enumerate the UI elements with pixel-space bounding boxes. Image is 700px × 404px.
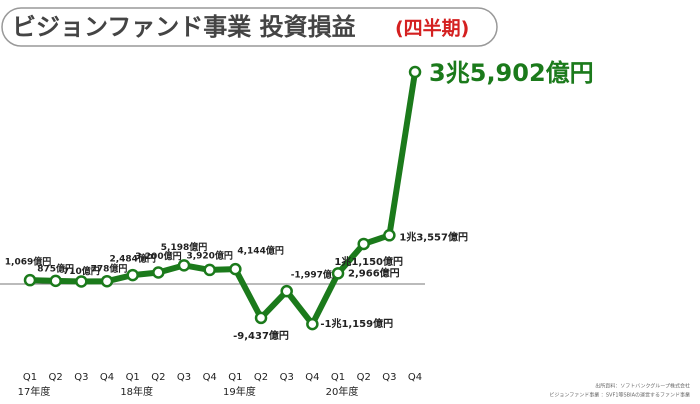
data-label: 2,966億円 xyxy=(348,266,400,279)
data-point xyxy=(254,311,268,325)
data-label: 5,198億円 xyxy=(161,241,207,253)
data-label: 875億円 xyxy=(37,262,74,274)
x-tick-label: Q3 xyxy=(280,372,294,383)
x-tick-label: Q1 xyxy=(228,372,242,383)
data-label: -1,997億円 xyxy=(291,269,341,281)
x-tick-label: Q3 xyxy=(382,372,396,383)
data-label: 1兆3,557億円 xyxy=(399,230,468,243)
x-tick-label: Q3 xyxy=(177,372,191,383)
data-point xyxy=(280,284,293,298)
data-label: 2,484億円 xyxy=(109,253,155,265)
data-label: -9,437億円 xyxy=(233,329,289,342)
chart-title: ビジョンファンド事業 投資損益 xyxy=(12,13,356,41)
data-point xyxy=(229,262,242,276)
chart-subtitle: (四半期) xyxy=(395,17,469,40)
x-tick-label: Q4 xyxy=(100,372,114,383)
data-label: 3,200億円 xyxy=(135,250,181,262)
data-point xyxy=(100,274,114,288)
x-group-label: 19年度 xyxy=(223,385,256,398)
x-tick-label: Q1 xyxy=(126,372,140,383)
note: 出所資料：ソフトバンクグループ株式会社 xyxy=(595,383,690,390)
data-label: 778億円 xyxy=(91,263,128,275)
x-group-label: 20年度 xyxy=(326,385,359,398)
x-tick-label: Q2 xyxy=(357,372,371,383)
data-point xyxy=(331,267,345,280)
data-point xyxy=(177,259,191,272)
data-label: 4,144億円 xyxy=(237,245,283,257)
data-point xyxy=(152,266,165,279)
x-tick-label: Q3 xyxy=(74,372,88,383)
x-tick-label: Q1 xyxy=(23,372,37,383)
data-label: 1兆1,150億円 xyxy=(334,255,403,268)
data-point xyxy=(408,65,422,79)
x-tick-label: Q2 xyxy=(151,372,165,383)
note: ビジョンファンド事業 ：SVF1等SBIAの運営するファンド事業 xyxy=(549,392,690,399)
data-point xyxy=(126,268,139,282)
data-line xyxy=(29,71,419,328)
data-label: 3兆5,902億円 xyxy=(429,59,594,87)
title-box xyxy=(1,7,498,47)
data-label: 3,920億円 xyxy=(186,249,232,261)
data-point xyxy=(203,263,216,277)
data-point xyxy=(383,229,396,242)
x-group-label: 17年度 xyxy=(18,385,51,398)
x-tick-label: Q4 xyxy=(408,372,422,383)
data-point xyxy=(306,317,319,331)
data-label: -1兆1,159億円 xyxy=(320,317,393,330)
data-point xyxy=(75,275,88,288)
data-label: 1,069億円 xyxy=(5,256,51,268)
x-tick-label: Q1 xyxy=(331,372,345,383)
data-point xyxy=(23,273,37,287)
x-tick-label: Q4 xyxy=(305,372,319,383)
x-tick-label: Q2 xyxy=(49,372,63,383)
data-point xyxy=(49,274,62,288)
x-group-label: 18年度 xyxy=(120,385,153,398)
x-tick-label: Q4 xyxy=(203,372,217,383)
x-tick-label: Q2 xyxy=(254,372,268,383)
data-point xyxy=(357,237,370,251)
data-label: 710億円 xyxy=(63,265,100,277)
